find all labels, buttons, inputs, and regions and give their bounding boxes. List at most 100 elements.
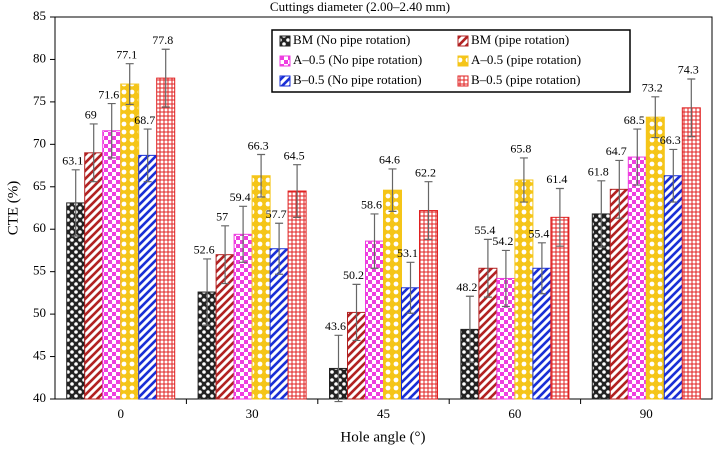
value-label: 64.5 <box>284 148 305 162</box>
legend-label: A–0.5 (pipe rotation) <box>471 52 581 67</box>
x-axis-title: Hole angle (°) <box>340 429 425 445</box>
bar <box>156 77 176 400</box>
error-bar <box>465 295 474 364</box>
value-label: 59.4 <box>230 190 251 204</box>
error-bar <box>615 159 624 219</box>
y-tick-label: 70 <box>33 135 46 150</box>
error-bar <box>651 96 660 139</box>
bar <box>663 175 683 400</box>
y-tick-label: 50 <box>33 305 46 320</box>
y-tick-label: 80 <box>33 50 46 65</box>
error-bar <box>633 128 642 186</box>
error-bar <box>669 148 678 203</box>
value-label: 77.8 <box>152 33 173 47</box>
error-bar <box>125 63 134 106</box>
error-bar <box>370 213 379 269</box>
value-label: 57.7 <box>266 207 287 221</box>
value-label: 64.7 <box>606 144 627 158</box>
error-bar <box>388 168 397 212</box>
bar <box>287 190 307 400</box>
value-label: 61.8 <box>588 165 609 179</box>
error-bar <box>483 238 492 298</box>
error-bar <box>519 157 528 203</box>
bar <box>102 130 122 400</box>
bar <box>383 189 402 400</box>
bar <box>514 179 534 400</box>
value-label: 58.6 <box>361 198 382 212</box>
y-tick-label: 75 <box>33 93 46 108</box>
legend-box <box>271 29 631 93</box>
error-bar <box>257 153 266 198</box>
value-label: 57 <box>216 210 228 224</box>
x-tick-label: 0 <box>117 406 124 421</box>
bar <box>138 154 158 400</box>
x-tick-label: 45 <box>377 406 390 421</box>
error-bar <box>537 242 546 295</box>
y-axis-title: CTE (%) <box>5 181 21 236</box>
value-label: 55.4 <box>474 223 495 237</box>
legend-swatch <box>279 55 291 67</box>
error-bar <box>352 283 361 342</box>
error-bar <box>501 249 510 308</box>
error-bar <box>161 48 170 108</box>
bar <box>609 188 629 400</box>
y-tick-label: 45 <box>33 348 46 363</box>
legend-swatch <box>457 55 469 67</box>
legend-swatch <box>279 35 291 47</box>
x-tick-label: 90 <box>640 406 653 421</box>
value-label: 55.4 <box>528 227 549 241</box>
legend-swatch <box>457 75 469 87</box>
legend-label: B–0.5 (pipe rotation) <box>471 72 580 87</box>
error-bar <box>334 334 343 403</box>
legend-label: BM (No pipe rotation) <box>293 32 410 47</box>
error-bar <box>406 261 415 314</box>
legend-label: BM (pipe rotation) <box>471 32 569 47</box>
error-bar <box>424 181 433 241</box>
y-tick-label: 55 <box>33 263 46 278</box>
x-tick-label: 30 <box>246 406 259 421</box>
value-label: 43.6 <box>325 319 346 333</box>
y-tick-label: 85 <box>33 8 46 23</box>
legend-label: A–0.5 (No pipe rotation) <box>293 52 422 67</box>
value-label: 73.2 <box>642 81 663 95</box>
legend-label: B–0.5 (No pipe rotation) <box>293 72 422 87</box>
value-label: 54.2 <box>492 234 513 248</box>
error-bar <box>293 164 302 218</box>
value-label: 71.6 <box>98 87 119 101</box>
value-label: 69 <box>85 108 97 122</box>
legend-swatch <box>457 35 469 47</box>
error-bar <box>203 258 212 326</box>
value-label: 66.3 <box>248 138 269 152</box>
bar <box>84 152 104 400</box>
legend-swatch <box>279 75 291 87</box>
value-label: 50.2 <box>343 268 364 282</box>
value-label: 74.3 <box>678 63 699 77</box>
value-label: 66.3 <box>660 133 681 147</box>
value-label: 52.6 <box>194 243 215 257</box>
value-label: 62.2 <box>415 165 436 179</box>
error-bar <box>143 128 152 183</box>
value-label: 68.7 <box>134 113 155 127</box>
value-label: 48.2 <box>456 280 477 294</box>
error-bar <box>597 180 606 248</box>
error-bar <box>89 123 98 183</box>
value-label: 68.5 <box>624 113 645 127</box>
y-tick-label: 40 <box>33 390 46 405</box>
value-label: 64.6 <box>379 153 400 167</box>
error-bar <box>275 222 284 275</box>
bar <box>120 83 140 400</box>
x-tick-label: 60 <box>508 406 521 421</box>
error-bar <box>71 169 80 237</box>
value-label: 65.8 <box>510 142 531 156</box>
bar <box>627 156 647 400</box>
bar <box>681 107 701 400</box>
error-bar <box>239 205 248 263</box>
value-label: 77.1 <box>116 47 137 61</box>
value-label: 63.1 <box>62 154 83 168</box>
value-label: 53.1 <box>397 246 418 260</box>
y-tick-label: 60 <box>33 220 46 235</box>
bar <box>645 116 665 400</box>
error-bar <box>555 187 564 247</box>
y-tick-label: 65 <box>33 178 46 193</box>
